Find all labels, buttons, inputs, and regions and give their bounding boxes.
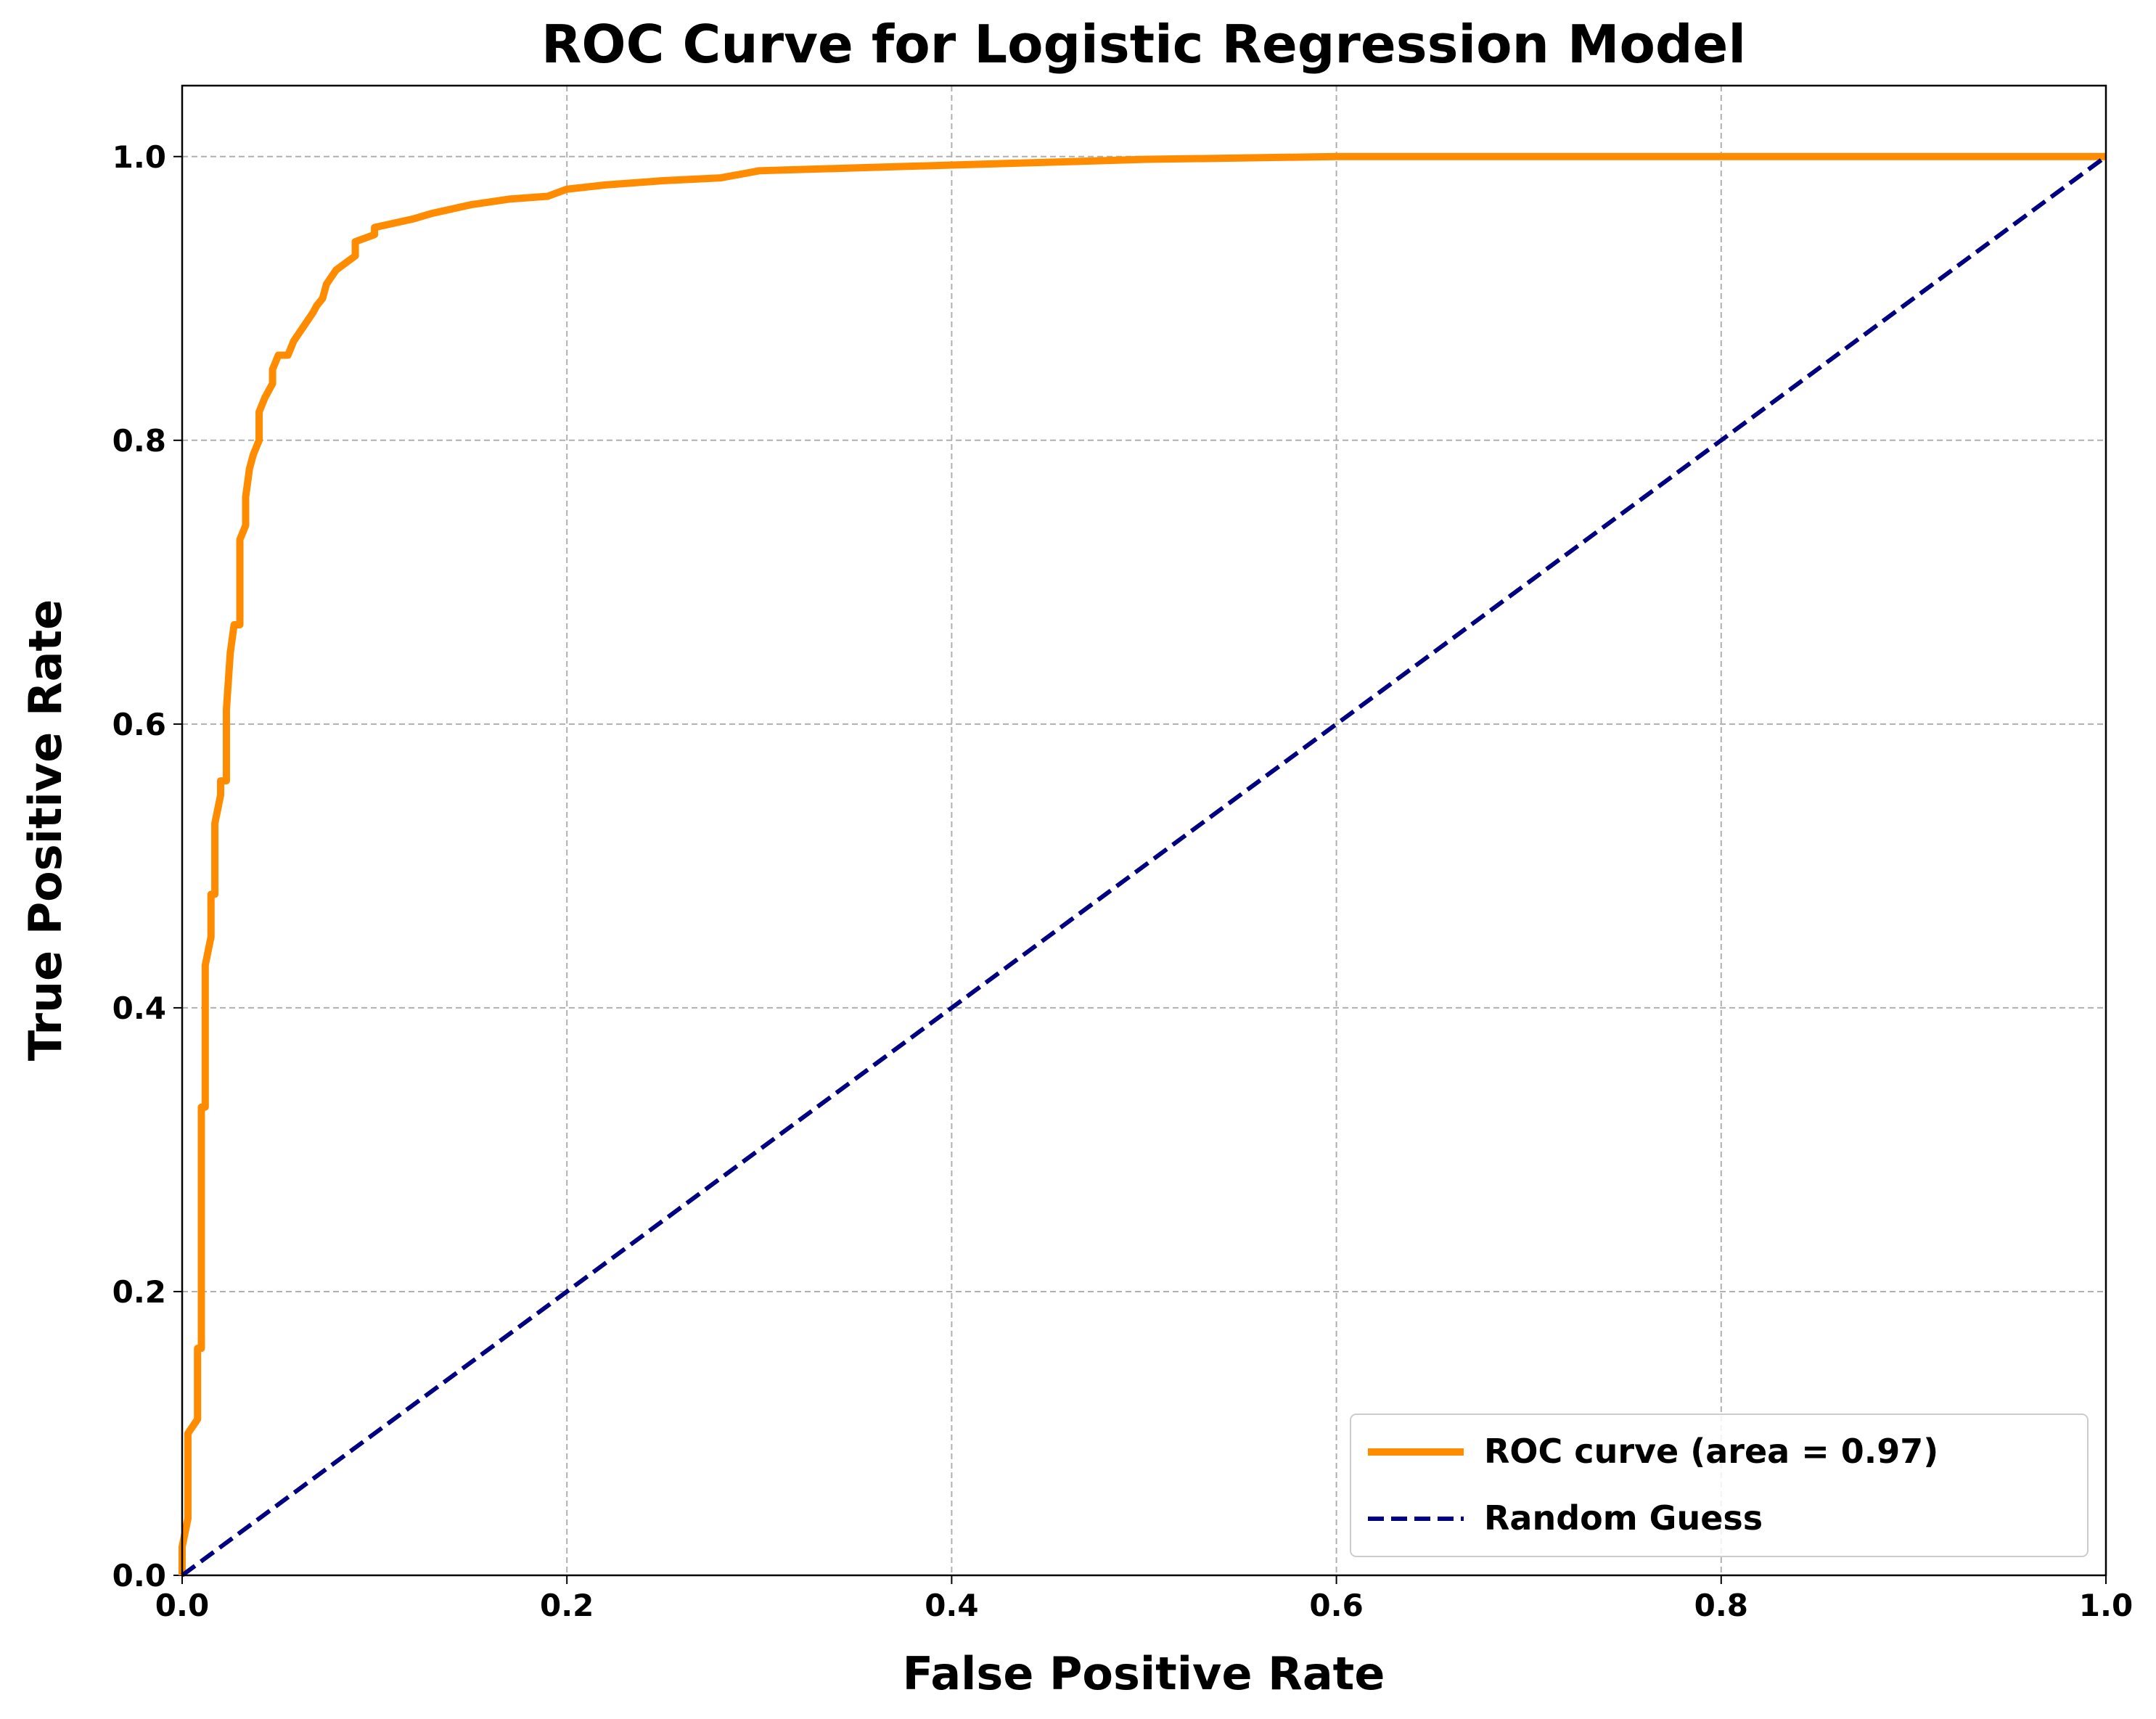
x-tick-label: 0.2 — [540, 1588, 594, 1623]
y-tick-label: 0.4 — [112, 990, 166, 1026]
x-axis-label: False Positive Rate — [903, 1647, 1385, 1700]
x-tick-label: 0.0 — [155, 1588, 209, 1623]
series-line — [181, 155, 2107, 1578]
x-tick-label: 1.0 — [2079, 1588, 2133, 1623]
y-axis-label: True Positive Rate — [19, 599, 72, 1061]
x-tick-label: 0.8 — [1694, 1588, 1748, 1623]
legend-label: Random Guess — [1484, 1498, 1763, 1538]
series-line — [179, 152, 2106, 1575]
y-tick-label: 0.8 — [112, 423, 166, 459]
x-tick-label: 0.6 — [1309, 1588, 1363, 1623]
legend-box — [1350, 1414, 2089, 1557]
y-tick-label: 0.0 — [112, 1558, 166, 1593]
y-tick-label: 1.0 — [112, 139, 166, 175]
x-tick-label: 0.4 — [925, 1588, 978, 1623]
y-tick-label: 0.6 — [112, 707, 166, 742]
legend: ROC curve (area = 0.97) Random Guess — [1350, 1414, 2089, 1557]
legend-label: ROC curve (area = 0.97) — [1484, 1432, 1938, 1471]
y-tick-label: 0.2 — [112, 1274, 166, 1310]
chart-title: ROC Curve for Logistic Regression Model — [541, 14, 1746, 75]
plot-frame — [181, 84, 2107, 1577]
